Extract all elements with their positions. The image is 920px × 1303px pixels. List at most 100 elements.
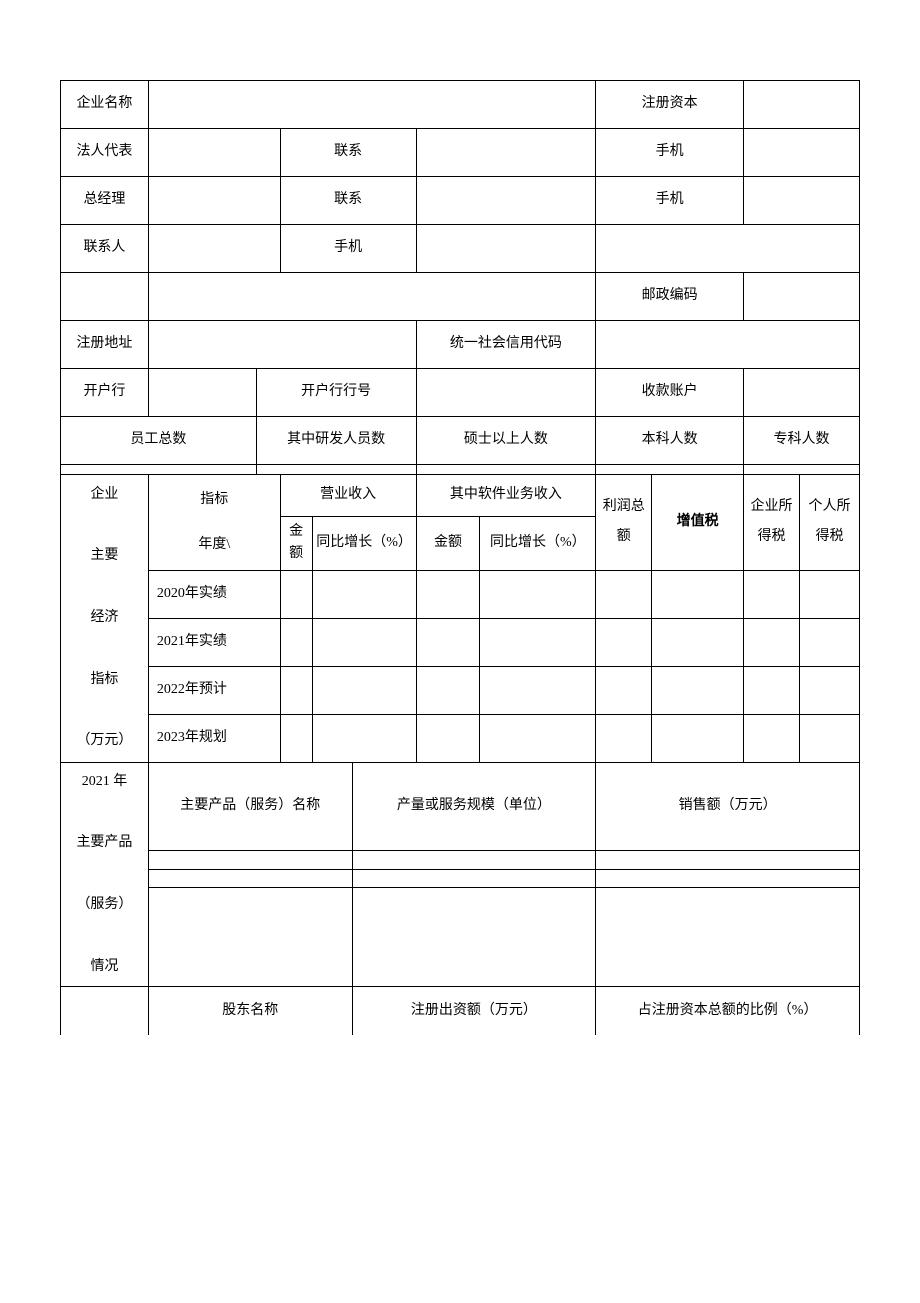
v-2022-2 bbox=[312, 666, 416, 714]
label-contact-person: 联系人 bbox=[61, 225, 149, 273]
label-amount-2: 金额 bbox=[416, 517, 480, 571]
v-2023-3 bbox=[416, 714, 480, 762]
label-y2022: 2022年预计 bbox=[148, 666, 280, 714]
label-mobile-1: 手机 bbox=[596, 129, 744, 177]
v-2021-5 bbox=[596, 618, 652, 666]
label-sh-name: 股东名称 bbox=[148, 987, 352, 1035]
label-econ-section: 企业 主要 经济 指标 （万元） bbox=[61, 475, 149, 763]
label-emp-total: 员工总数 bbox=[61, 417, 257, 465]
label-sw-revenue: 其中软件业务收入 bbox=[416, 475, 596, 517]
v-2021-7 bbox=[744, 618, 800, 666]
value-mobile-1 bbox=[744, 129, 860, 177]
label-rd-count: 其中研发人员数 bbox=[256, 417, 416, 465]
v-2023-4 bbox=[480, 714, 596, 762]
value-gm bbox=[148, 177, 280, 225]
label-mobile-2: 手机 bbox=[596, 177, 744, 225]
label-bank: 开户行 bbox=[61, 369, 149, 417]
v-2022-7 bbox=[744, 666, 800, 714]
v-2020-2 bbox=[312, 570, 416, 618]
label-product-name: 主要产品（服务）名称 bbox=[148, 762, 352, 850]
label-bachelor: 本科人数 bbox=[596, 417, 744, 465]
v-2020-4 bbox=[480, 570, 596, 618]
v-2022-6 bbox=[652, 666, 744, 714]
label-uscc: 统一社会信用代码 bbox=[416, 321, 596, 369]
v-2021-1 bbox=[280, 618, 312, 666]
value-masters bbox=[416, 465, 596, 475]
value-mobile-3 bbox=[416, 225, 596, 273]
label-yoy-1: 同比增长（%） bbox=[312, 517, 416, 571]
value-bank bbox=[148, 369, 256, 417]
label-sh-section bbox=[61, 987, 149, 1035]
v-2022-4 bbox=[480, 666, 596, 714]
v-2023-8 bbox=[799, 714, 859, 762]
v-2021-8 bbox=[799, 618, 859, 666]
label-reg-address: 注册地址 bbox=[61, 321, 149, 369]
v-2022-1 bbox=[280, 666, 312, 714]
v-2022-5 bbox=[596, 666, 652, 714]
v-2021-3 bbox=[416, 618, 480, 666]
label-y2021: 2021年实绩 bbox=[148, 618, 280, 666]
v-2021-4 bbox=[480, 618, 596, 666]
v-2020-7 bbox=[744, 570, 800, 618]
value-associate bbox=[744, 465, 860, 475]
v-2020-1 bbox=[280, 570, 312, 618]
label-company-name: 企业名称 bbox=[61, 81, 149, 129]
label-contact-2: 联系 bbox=[280, 177, 416, 225]
label-postcode: 邮政编码 bbox=[596, 273, 744, 321]
label-mobile-3: 手机 bbox=[280, 225, 416, 273]
value-rd-count bbox=[256, 465, 416, 475]
value-contact-person bbox=[148, 225, 280, 273]
label-bank-no: 开户行行号 bbox=[256, 369, 416, 417]
value-emp-total bbox=[61, 465, 257, 475]
v-2023-6 bbox=[652, 714, 744, 762]
p-2-3 bbox=[596, 869, 860, 887]
label-yoy-2: 同比增长（%） bbox=[480, 517, 596, 571]
v-2020-8 bbox=[799, 570, 859, 618]
p-1-1 bbox=[148, 851, 352, 869]
blank-3 bbox=[148, 273, 595, 321]
p-1-3 bbox=[596, 851, 860, 869]
value-mobile-2 bbox=[744, 177, 860, 225]
v-2023-1 bbox=[280, 714, 312, 762]
blank-1 bbox=[596, 225, 860, 273]
label-corp-tax: 企业所得税 bbox=[744, 475, 800, 571]
v-2022-3 bbox=[416, 666, 480, 714]
label-product-section: 2021 年 主要产品 （服务） 情况 bbox=[61, 762, 149, 987]
p-1-2 bbox=[352, 851, 596, 869]
label-amount-1: 金额 bbox=[280, 517, 312, 571]
label-pers-tax: 个人所得税 bbox=[799, 475, 859, 571]
label-y2020: 2020年实绩 bbox=[148, 570, 280, 618]
label-sh-ratio: 占注册资本总额的比例（%） bbox=[596, 987, 860, 1035]
value-bank-no bbox=[416, 369, 596, 417]
v-2022-8 bbox=[799, 666, 859, 714]
enterprise-info-table: 企业名称 注册资本 法人代表 联系 手机 总经理 联系 手机 联系人 手机 邮政… bbox=[60, 80, 860, 1035]
label-masters: 硕士以上人数 bbox=[416, 417, 596, 465]
v-2021-2 bbox=[312, 618, 416, 666]
value-reg-capital bbox=[744, 81, 860, 129]
v-2023-5 bbox=[596, 714, 652, 762]
blank-2 bbox=[61, 273, 149, 321]
label-gm: 总经理 bbox=[61, 177, 149, 225]
v-2020-3 bbox=[416, 570, 480, 618]
label-y2023: 2023年规划 bbox=[148, 714, 280, 762]
label-profit: 利润总额 bbox=[596, 475, 652, 571]
label-vat: 增值税 bbox=[652, 475, 744, 571]
v-2021-6 bbox=[652, 618, 744, 666]
label-contact-1: 联系 bbox=[280, 129, 416, 177]
label-account: 收款账户 bbox=[596, 369, 744, 417]
v-2020-5 bbox=[596, 570, 652, 618]
label-revenue: 营业收入 bbox=[280, 475, 416, 517]
value-reg-address bbox=[148, 321, 416, 369]
value-company-name bbox=[148, 81, 595, 129]
p-2-2 bbox=[352, 869, 596, 887]
label-legal-rep: 法人代表 bbox=[61, 129, 149, 177]
label-product-sales: 销售额（万元） bbox=[596, 762, 860, 850]
value-bachelor bbox=[596, 465, 744, 475]
value-uscc bbox=[596, 321, 860, 369]
p-2-1 bbox=[148, 869, 352, 887]
value-postcode bbox=[744, 273, 860, 321]
v-2023-7 bbox=[744, 714, 800, 762]
label-product-scale: 产量或服务规模（单位） bbox=[352, 762, 596, 850]
value-legal-rep bbox=[148, 129, 280, 177]
v-2023-2 bbox=[312, 714, 416, 762]
